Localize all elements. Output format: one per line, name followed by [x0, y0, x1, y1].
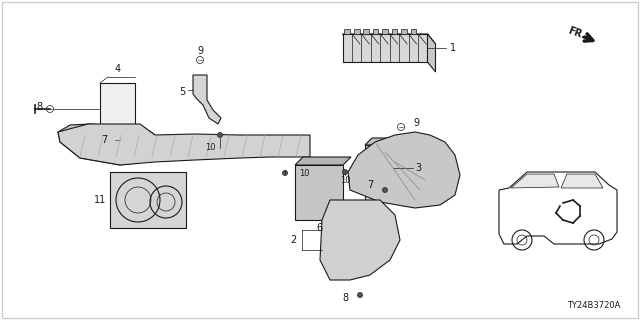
Bar — [410, 29, 416, 34]
Bar — [364, 29, 369, 34]
Polygon shape — [342, 34, 428, 62]
Text: 3: 3 — [415, 163, 421, 172]
Text: 2: 2 — [290, 235, 296, 245]
Bar — [372, 29, 378, 34]
Circle shape — [342, 170, 348, 174]
Polygon shape — [365, 145, 393, 200]
Polygon shape — [428, 34, 435, 72]
Text: 9: 9 — [413, 118, 419, 128]
Bar — [100, 83, 135, 135]
Polygon shape — [561, 174, 603, 188]
Polygon shape — [348, 132, 460, 208]
Text: TY24B3720A: TY24B3720A — [566, 301, 620, 310]
Text: 10: 10 — [205, 142, 215, 151]
Bar — [401, 29, 407, 34]
Bar — [392, 29, 397, 34]
Text: 1: 1 — [449, 43, 456, 53]
Polygon shape — [58, 124, 310, 165]
Text: 6: 6 — [316, 223, 322, 233]
Text: 7: 7 — [101, 135, 108, 145]
Polygon shape — [295, 157, 351, 165]
Bar — [110, 172, 186, 228]
Text: 10: 10 — [340, 175, 350, 185]
Text: 11: 11 — [93, 195, 106, 205]
Circle shape — [282, 171, 287, 175]
Polygon shape — [295, 165, 343, 220]
Bar — [344, 29, 350, 34]
Polygon shape — [393, 138, 400, 200]
Polygon shape — [58, 124, 155, 165]
Polygon shape — [342, 34, 435, 44]
Circle shape — [218, 132, 223, 138]
Text: 8: 8 — [36, 102, 42, 112]
Text: 4: 4 — [115, 64, 120, 74]
Text: FR.: FR. — [567, 25, 587, 41]
Text: 8: 8 — [342, 293, 348, 303]
Bar — [354, 29, 360, 34]
Circle shape — [383, 188, 387, 193]
Polygon shape — [365, 138, 400, 145]
Bar — [382, 29, 388, 34]
Polygon shape — [320, 200, 400, 280]
Polygon shape — [193, 75, 221, 124]
Circle shape — [358, 292, 362, 298]
Text: 5: 5 — [179, 87, 185, 97]
Text: 7: 7 — [367, 180, 373, 190]
Text: 9: 9 — [197, 46, 203, 56]
Polygon shape — [511, 174, 559, 188]
Text: 10: 10 — [299, 169, 310, 178]
